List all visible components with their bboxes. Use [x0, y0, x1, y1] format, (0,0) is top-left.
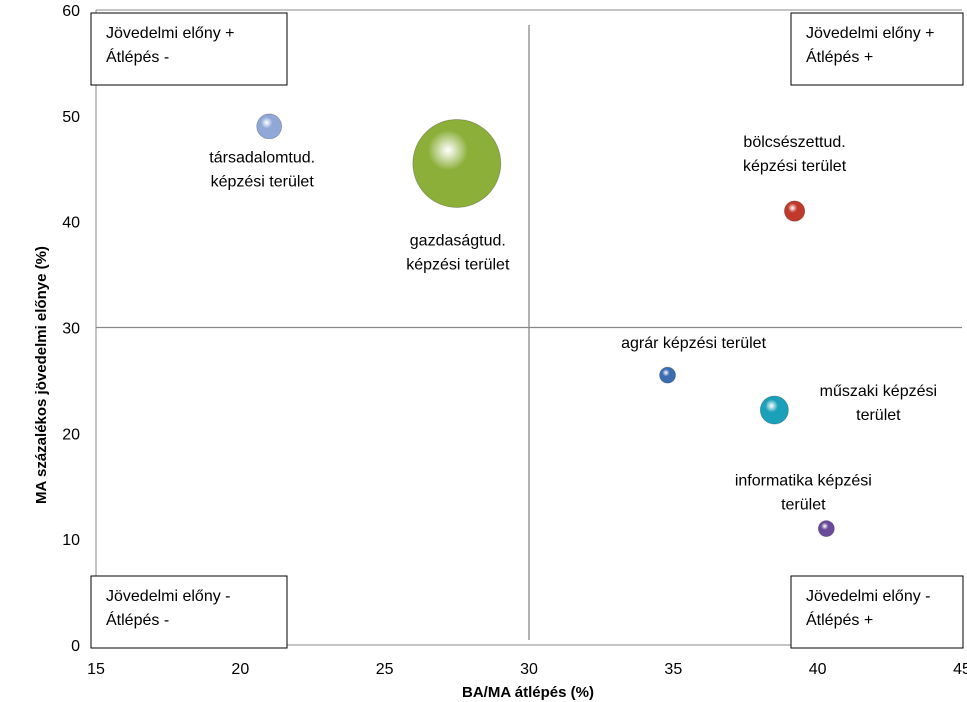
y-tick-label: 60: [62, 3, 80, 20]
x-axis-title: BA/MA átlépés (%): [462, 684, 594, 701]
reference-lines: [96, 25, 962, 640]
bubbles: [256, 113, 835, 537]
quadrant-box-text: Jövedelmi előny +: [106, 25, 235, 42]
bubble: [256, 113, 283, 140]
x-tick-label: 45: [953, 661, 967, 678]
y-tick-label: 50: [62, 109, 80, 126]
x-tick-label: 40: [809, 661, 827, 678]
axis-ticks: 15 20 25 30 35 40 45 0 10 20 30 40 50 60: [62, 3, 967, 678]
bubble-labels: társadalomtud. képzési terület gazdaságtud…: [209, 134, 937, 514]
bubble: [412, 119, 502, 208]
quadrant-box-text: Átlépés +: [806, 610, 873, 629]
quadrant-box-text: Jövedelmi előny +: [806, 25, 935, 42]
y-tick-label: 40: [62, 215, 80, 232]
bubble-label: társadalomtud.: [209, 149, 315, 166]
bubble-label: képzési terület: [743, 158, 847, 175]
x-tick-label: 20: [231, 661, 249, 678]
quadrant-box-bottom-left: Jövedelmi előny - Átlépés -: [90, 575, 288, 649]
quadrant-box-top-right: Jövedelmi előny + Átlépés +: [790, 12, 964, 86]
bubble: [817, 520, 835, 537]
bubble-label: képzési terület: [211, 173, 315, 190]
quadrant-box-frame: [790, 12, 964, 86]
y-tick-label: 20: [62, 426, 80, 443]
y-tick-label: 10: [62, 532, 80, 549]
x-tick-label: 25: [376, 661, 394, 678]
quadrant-boxes: Jövedelmi előny +Átlépés -Jövedelmi előn…: [90, 12, 964, 649]
quadrant-box-text: Jövedelmi előny -: [806, 588, 931, 605]
quadrant-box-frame: [90, 575, 288, 649]
quadrant-box-text: Átlépés +: [806, 47, 873, 66]
bubble: [783, 200, 806, 222]
bubble-label: agrár képzési terület: [621, 335, 767, 352]
x-tick-label: 15: [87, 661, 105, 678]
quadrant-box-frame: [90, 12, 288, 86]
quadrant-box-text: Jövedelmi előny -: [106, 588, 231, 605]
bubble-label: képzési terület: [406, 256, 510, 273]
bubble-label: terület: [856, 407, 901, 424]
quadrant-box-top-left: Jövedelmi előny + Átlépés -: [90, 12, 288, 86]
bubble: [659, 366, 676, 384]
quadrant-box-text: Átlépés -: [106, 47, 169, 66]
x-tick-label: 35: [664, 661, 682, 678]
bubble-label: bölcsészettud.: [743, 134, 845, 151]
y-axis-title: MA százalékos jövedelmi előnye (%): [33, 246, 50, 504]
x-tick-label: 30: [520, 661, 538, 678]
y-tick-label: 0: [71, 638, 80, 655]
bubble: [759, 395, 789, 425]
bubble-label: gazdaságtud.: [410, 232, 506, 249]
quadrant-box-bottom-right: Jövedelmi előny - Átlépés +: [790, 575, 964, 649]
quadrant-box-text: Átlépés -: [106, 610, 169, 629]
bubble-label: műszaki képzési: [820, 383, 937, 400]
bubble-label: terület: [781, 497, 826, 514]
bubble-label: informatika képzési: [735, 473, 872, 490]
quadrant-box-frame: [790, 575, 964, 649]
y-tick-label: 30: [62, 321, 80, 338]
